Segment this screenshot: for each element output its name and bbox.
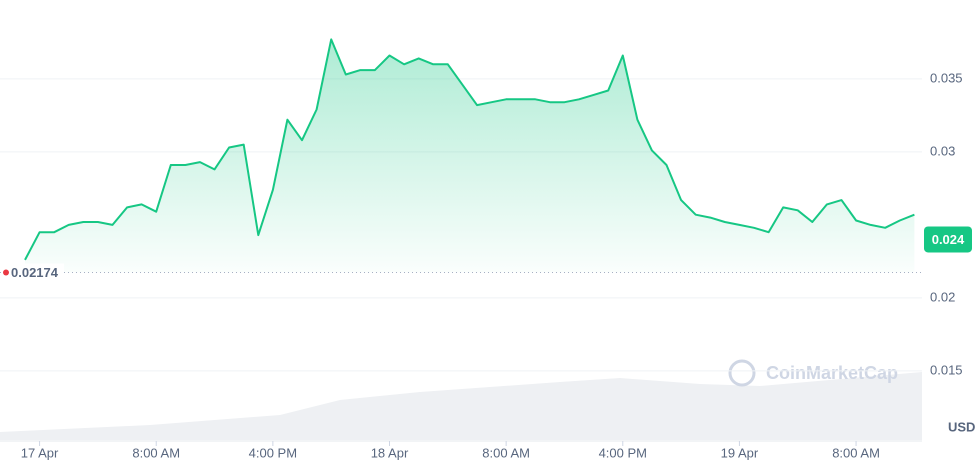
reference-dot	[3, 269, 9, 276]
x-tick-label: 18 Apr	[371, 445, 409, 460]
y-tick-label: 0.015	[930, 362, 963, 377]
x-tick-label: 4:00 PM	[249, 445, 297, 460]
x-tick-label: 8:00 AM	[132, 445, 180, 460]
currency-label: USD	[948, 419, 975, 434]
current-price-badge	[924, 226, 972, 253]
reference-label-bg	[4, 263, 64, 282]
x-tick-label: 4:00 PM	[599, 445, 647, 460]
watermark-text: CoinMarketCap	[766, 363, 898, 383]
x-tick-label: 8:00 AM	[832, 445, 880, 460]
line-area	[25, 39, 915, 273]
x-tick-label: 19 Apr	[721, 445, 759, 460]
y-tick-label: 0.035	[930, 70, 963, 85]
watermark: CoinMarketCap	[728, 359, 898, 387]
x-tick-label: 8:00 AM	[482, 445, 530, 460]
y-tick-label: 0.03	[930, 143, 955, 158]
volume-area	[0, 372, 922, 440]
current-price-label: 0.024	[932, 232, 965, 247]
price-line	[24, 38, 915, 261]
x-tick-label: 17 Apr	[21, 445, 59, 460]
reference-label: 0.02174	[11, 265, 59, 280]
y-tick-label: 0.02	[930, 289, 955, 304]
